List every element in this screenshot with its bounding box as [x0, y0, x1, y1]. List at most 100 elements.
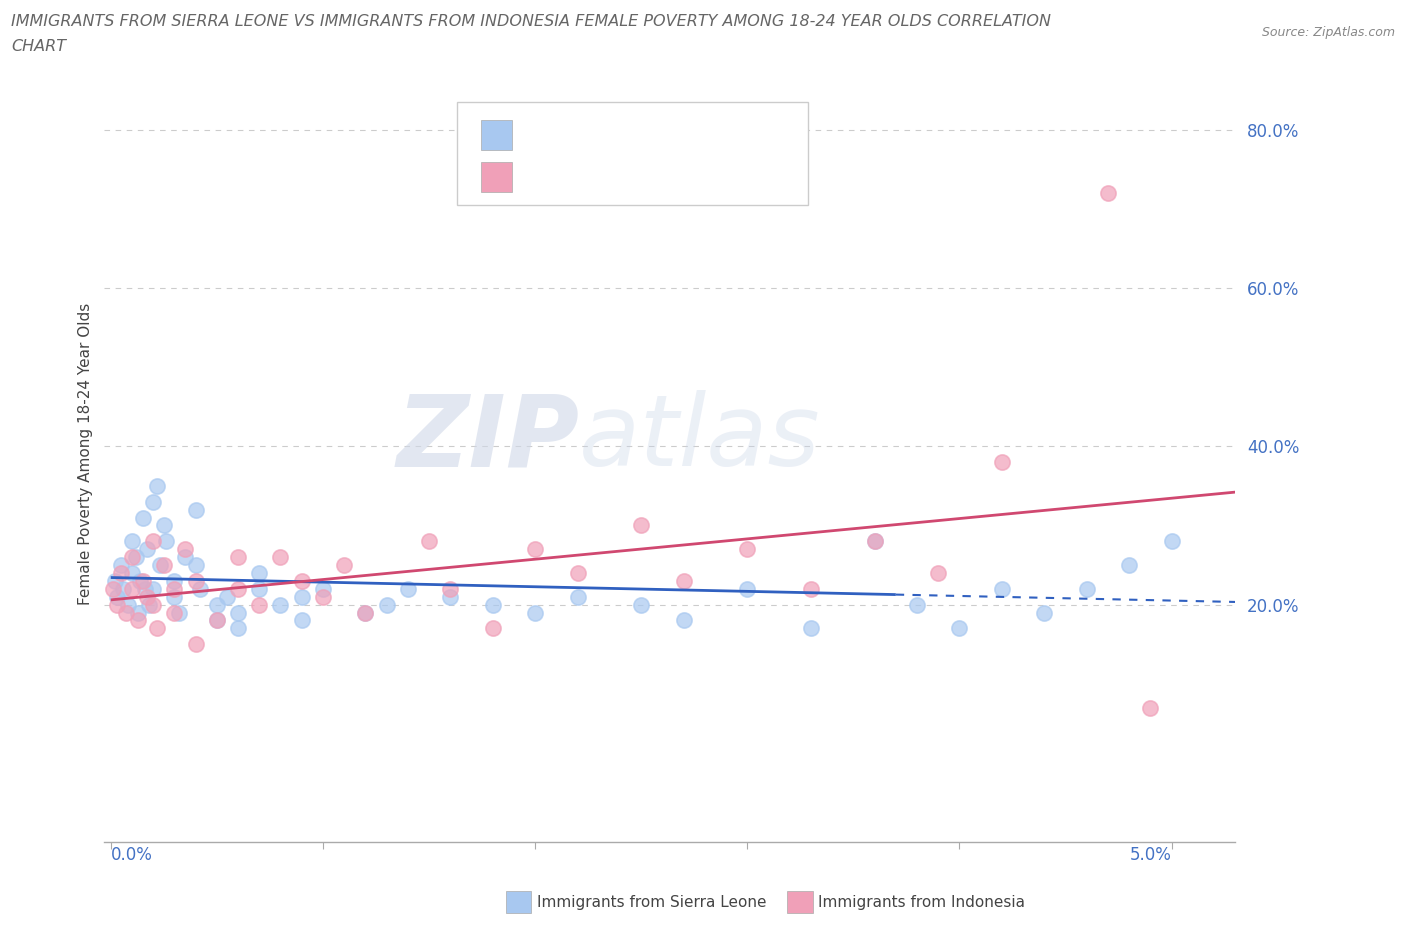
Point: [142, 534, 165, 549]
Point: [226, 581, 249, 596]
Text: atlas: atlas: [579, 391, 821, 487]
Point: [184, 502, 207, 517]
Point: [439, 581, 461, 596]
Point: [121, 565, 143, 580]
Point: [800, 581, 823, 596]
Point: [226, 605, 249, 620]
Point: [174, 542, 197, 557]
Point: [333, 558, 356, 573]
Point: [104, 574, 127, 589]
Point: [131, 574, 153, 589]
Point: [131, 510, 153, 525]
Point: [354, 605, 377, 620]
Point: [1160, 534, 1182, 549]
Point: [114, 605, 136, 620]
Point: [312, 581, 335, 596]
Point: [163, 581, 186, 596]
Point: [217, 590, 239, 604]
Point: [247, 581, 270, 596]
Point: [152, 558, 174, 573]
Text: Immigrants from Indonesia: Immigrants from Indonesia: [818, 895, 1025, 910]
Point: [991, 581, 1014, 596]
Point: [291, 590, 314, 604]
Point: [630, 518, 652, 533]
Point: [184, 574, 207, 589]
Text: 0.0%: 0.0%: [111, 846, 153, 864]
Text: Source: ZipAtlas.com: Source: ZipAtlas.com: [1261, 26, 1395, 39]
Point: [396, 581, 419, 596]
Point: [163, 574, 186, 589]
Point: [135, 590, 157, 604]
Point: [101, 581, 124, 596]
Point: [205, 597, 228, 612]
Point: [247, 597, 270, 612]
Point: [1097, 185, 1119, 200]
Point: [269, 550, 291, 565]
Point: [117, 597, 139, 612]
Point: [146, 478, 169, 493]
Point: [105, 597, 128, 612]
Point: [481, 597, 503, 612]
Point: [163, 605, 186, 620]
Point: [312, 590, 335, 604]
Point: [184, 637, 207, 652]
Point: [481, 621, 503, 636]
Text: IMMIGRANTS FROM SIERRA LEONE VS IMMIGRANTS FROM INDONESIA FEMALE POVERTY AMONG 1: IMMIGRANTS FROM SIERRA LEONE VS IMMIGRAN…: [11, 14, 1052, 29]
Point: [146, 621, 169, 636]
Point: [142, 581, 165, 596]
Point: [800, 621, 823, 636]
Point: [105, 590, 128, 604]
Point: [205, 613, 228, 628]
Point: [354, 605, 377, 620]
Point: [630, 597, 652, 612]
Point: [121, 581, 143, 596]
Text: R = 0.005   N = 57: R = 0.005 N = 57: [523, 126, 693, 144]
Point: [863, 534, 886, 549]
Point: [127, 605, 149, 620]
Point: [167, 605, 190, 620]
Point: [524, 605, 547, 620]
Point: [142, 597, 165, 612]
Point: [524, 542, 547, 557]
Point: [291, 613, 314, 628]
Point: [138, 597, 160, 612]
Point: [418, 534, 440, 549]
Text: Immigrants from Sierra Leone: Immigrants from Sierra Leone: [537, 895, 766, 910]
Text: 5.0%: 5.0%: [1130, 846, 1171, 864]
Point: [184, 558, 207, 573]
Point: [439, 590, 461, 604]
Point: [226, 550, 249, 565]
Point: [110, 558, 132, 573]
Point: [121, 534, 143, 549]
Point: [672, 613, 695, 628]
Point: [129, 574, 152, 589]
Point: [948, 621, 970, 636]
Point: [1118, 558, 1140, 573]
Point: [735, 542, 758, 557]
Text: R =  0.317   N = 41: R = 0.317 N = 41: [523, 167, 699, 186]
Point: [163, 590, 186, 604]
Point: [1076, 581, 1098, 596]
Point: [142, 494, 165, 509]
Point: [110, 565, 132, 580]
Point: [672, 574, 695, 589]
Text: ZIP: ZIP: [396, 391, 579, 487]
Point: [735, 581, 758, 596]
Point: [152, 518, 174, 533]
Point: [1139, 700, 1161, 715]
Point: [863, 534, 886, 549]
Point: [567, 590, 589, 604]
Point: [247, 565, 270, 580]
Point: [226, 621, 249, 636]
Text: CHART: CHART: [11, 39, 66, 54]
Point: [148, 558, 170, 573]
Point: [125, 550, 148, 565]
Point: [905, 597, 928, 612]
Point: [135, 542, 157, 557]
Point: [205, 613, 228, 628]
Point: [134, 581, 156, 596]
Point: [174, 550, 197, 565]
Point: [567, 565, 589, 580]
Point: [269, 597, 291, 612]
Point: [1033, 605, 1056, 620]
